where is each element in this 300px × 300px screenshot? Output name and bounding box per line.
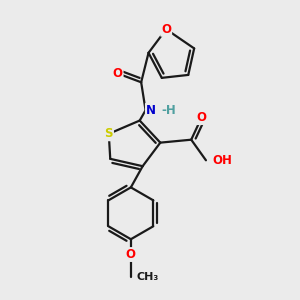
Text: OH: OH <box>212 154 232 167</box>
Text: CH₃: CH₃ <box>136 272 158 282</box>
Text: O: O <box>112 67 123 80</box>
Text: -H: -H <box>161 104 176 117</box>
Text: O: O <box>161 23 171 36</box>
Text: S: S <box>104 127 113 140</box>
Text: O: O <box>126 248 136 261</box>
Text: N: N <box>146 104 156 117</box>
Text: O: O <box>196 111 206 124</box>
